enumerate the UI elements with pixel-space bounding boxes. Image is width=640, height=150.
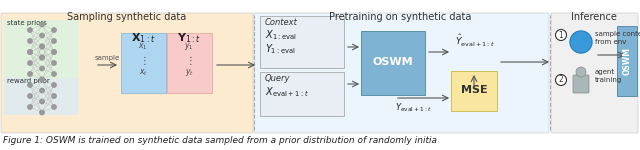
Text: Figure 1: OSWM is trained on synthetic data sampled from a prior distribution of: Figure 1: OSWM is trained on synthetic d…	[3, 136, 437, 145]
Text: training: training	[595, 77, 622, 83]
FancyBboxPatch shape	[617, 26, 637, 96]
Circle shape	[556, 75, 566, 85]
Circle shape	[28, 72, 32, 76]
Text: $x_t$: $x_t$	[138, 67, 147, 78]
FancyBboxPatch shape	[121, 33, 166, 93]
Text: sample context: sample context	[595, 31, 640, 37]
Circle shape	[52, 61, 56, 65]
Circle shape	[40, 88, 44, 93]
Circle shape	[40, 77, 44, 82]
Text: 1: 1	[559, 30, 563, 39]
Text: reward prior: reward prior	[7, 78, 50, 84]
FancyBboxPatch shape	[573, 75, 589, 93]
Circle shape	[40, 33, 44, 38]
Text: from env: from env	[595, 39, 627, 45]
FancyBboxPatch shape	[4, 78, 79, 115]
Circle shape	[40, 77, 44, 82]
Circle shape	[52, 83, 56, 87]
FancyBboxPatch shape	[260, 72, 344, 116]
Text: Sampling synthetic data: Sampling synthetic data	[67, 12, 187, 22]
FancyBboxPatch shape	[551, 13, 638, 133]
Text: $y_1$: $y_1$	[184, 41, 194, 52]
Text: Pretraining on synthetic data: Pretraining on synthetic data	[329, 12, 471, 22]
FancyBboxPatch shape	[1, 13, 253, 133]
Circle shape	[52, 94, 56, 98]
Circle shape	[40, 44, 44, 49]
Circle shape	[52, 72, 56, 76]
FancyBboxPatch shape	[254, 13, 549, 133]
Circle shape	[576, 67, 586, 77]
Text: Query: Query	[265, 74, 291, 83]
Text: agent: agent	[595, 69, 615, 75]
Circle shape	[556, 30, 566, 40]
FancyBboxPatch shape	[361, 31, 425, 95]
Text: $Y_{\mathrm{eval}+1:t}$: $Y_{\mathrm{eval}+1:t}$	[395, 102, 432, 114]
Text: $y_t$: $y_t$	[184, 67, 193, 78]
Text: OSWM: OSWM	[623, 47, 632, 75]
Text: $\hat{Y}_{\mathrm{eval}+1:t}$: $\hat{Y}_{\mathrm{eval}+1:t}$	[455, 33, 495, 49]
Circle shape	[28, 50, 32, 54]
FancyBboxPatch shape	[260, 16, 344, 68]
Circle shape	[52, 28, 56, 32]
Text: Context: Context	[265, 18, 298, 27]
Circle shape	[40, 66, 44, 71]
Text: $\mathbf{Y}_{1:t}$: $\mathbf{Y}_{1:t}$	[177, 31, 201, 45]
Circle shape	[28, 39, 32, 43]
Circle shape	[40, 44, 44, 49]
Text: $\vdots$: $\vdots$	[186, 54, 193, 67]
Circle shape	[28, 105, 32, 109]
Circle shape	[52, 50, 56, 54]
Circle shape	[570, 31, 592, 53]
Circle shape	[40, 99, 44, 104]
Circle shape	[28, 94, 32, 98]
Circle shape	[52, 39, 56, 43]
Text: sample: sample	[94, 55, 120, 61]
Text: $\mathbf{X}_{1:t}$: $\mathbf{X}_{1:t}$	[131, 31, 156, 45]
Circle shape	[28, 83, 32, 87]
Text: $x_1$: $x_1$	[138, 41, 148, 51]
Circle shape	[28, 61, 32, 65]
Text: MSE: MSE	[461, 85, 487, 95]
Text: state priors: state priors	[7, 20, 47, 26]
Circle shape	[28, 50, 32, 54]
Text: $\vdots$: $\vdots$	[140, 54, 147, 67]
Text: $X_{1:\mathrm{eval}}$: $X_{1:\mathrm{eval}}$	[265, 28, 297, 42]
Text: $Y_{1:\mathrm{eval}}$: $Y_{1:\mathrm{eval}}$	[265, 42, 296, 56]
Circle shape	[52, 105, 56, 109]
Text: OSWM: OSWM	[372, 57, 413, 67]
Text: Inference: Inference	[571, 12, 617, 22]
FancyBboxPatch shape	[4, 20, 79, 78]
Text: $X_{\mathrm{eval}+1:t}$: $X_{\mathrm{eval}+1:t}$	[265, 85, 309, 99]
Text: 2: 2	[559, 75, 563, 84]
Circle shape	[40, 55, 44, 60]
Circle shape	[28, 28, 32, 32]
FancyBboxPatch shape	[451, 71, 497, 111]
Circle shape	[52, 50, 56, 54]
Circle shape	[40, 110, 44, 115]
Circle shape	[40, 22, 44, 27]
FancyBboxPatch shape	[167, 33, 212, 93]
Circle shape	[40, 55, 44, 60]
